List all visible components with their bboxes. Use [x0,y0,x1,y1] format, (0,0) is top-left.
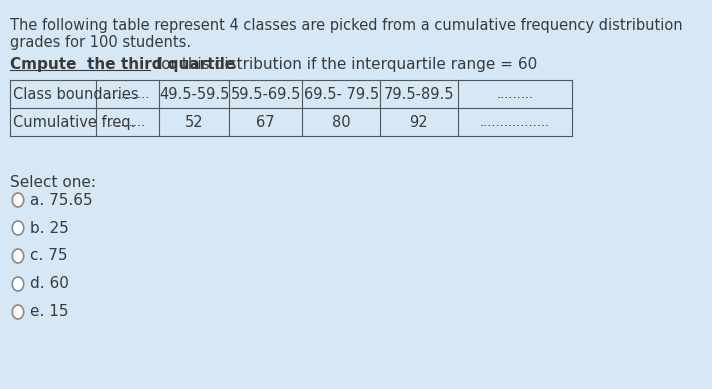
Text: a. 75.65: a. 75.65 [30,193,93,207]
Text: b. 25: b. 25 [30,221,69,235]
Circle shape [12,221,23,235]
Text: for this distribution if the interquartile range = 60: for this distribution if the interquarti… [151,57,538,72]
Text: e. 15: e. 15 [30,305,69,319]
Text: d. 60: d. 60 [30,277,69,291]
Text: 49.5-59.5: 49.5-59.5 [159,86,229,102]
Text: 80: 80 [332,114,350,130]
Text: 52: 52 [185,114,204,130]
Text: 79.5-89.5: 79.5-89.5 [384,86,454,102]
Circle shape [12,249,23,263]
Circle shape [12,193,23,207]
Circle shape [12,305,23,319]
Text: 92: 92 [409,114,428,130]
Text: .................: ................. [480,116,550,128]
Circle shape [12,277,23,291]
Text: 69.5- 79.5: 69.5- 79.5 [303,86,379,102]
Text: .........: ......... [496,88,533,100]
Text: 67: 67 [256,114,275,130]
Text: The following table represent 4 classes are picked from a cumulative frequency d: The following table represent 4 classes … [10,18,682,33]
Text: grades for 100 students.: grades for 100 students. [10,35,191,50]
Text: ...........: ........... [105,88,150,100]
Text: Cmpute  the third quartile: Cmpute the third quartile [10,57,235,72]
Text: Cumulative freq.: Cumulative freq. [13,114,135,130]
Text: Select one:: Select one: [10,175,96,190]
Text: 59.5-69.5: 59.5-69.5 [231,86,300,102]
Text: Class boundaries: Class boundaries [13,86,139,102]
Text: .........: ......... [109,116,146,128]
Text: c. 75: c. 75 [30,249,68,263]
